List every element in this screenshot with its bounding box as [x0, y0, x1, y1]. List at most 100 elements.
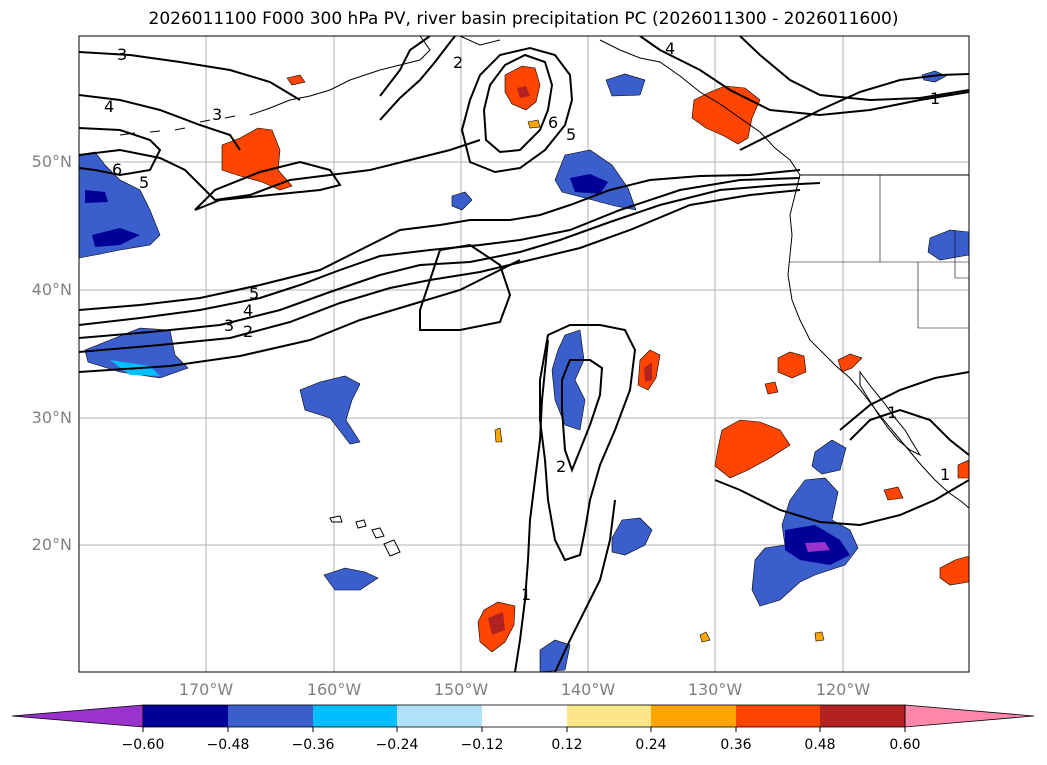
pv-contour-loop-central — [419, 243, 512, 331]
neg-blob-mid-south — [611, 517, 653, 556]
lon-label: 150°W — [433, 680, 489, 699]
pv-contour-1-south — [514, 339, 616, 672]
colorbar — [11, 704, 1035, 732]
positive-precip-areas — [221, 65, 969, 653]
colorbar-tick-label: 0.60 — [889, 737, 921, 753]
neg-blob-142w-column — [551, 329, 586, 431]
colorbar-tick-label: 0.12 — [551, 737, 583, 753]
contour-label: 6 — [548, 113, 558, 132]
pos-blob-123w — [777, 351, 807, 379]
pos-blob-east-small — [883, 486, 904, 501]
pos-blob-coast-baja — [837, 353, 863, 373]
pv-contour-jet-1 — [79, 259, 521, 373]
pv-contour-4-west — [79, 94, 241, 151]
map-title: 2026011100 F000 300 hPa PV, river basin … — [148, 9, 899, 29]
contour-label: 1 — [930, 89, 940, 108]
colorbar-segment — [228, 705, 313, 727]
lon-label: 170°W — [178, 680, 234, 699]
pos-blob-150w-tiny — [494, 427, 503, 443]
colorbar-segment — [143, 705, 228, 727]
coast-north-america — [787, 174, 969, 509]
neg-blob-west-core — [85, 190, 140, 247]
coast-alaska-peninsula — [249, 36, 501, 116]
pv-contour-jet-4 — [79, 177, 801, 326]
pv-contour-1-se-loop — [849, 408, 969, 456]
colorbar-extend-high — [904, 704, 1035, 728]
colorbar-extend-low — [11, 704, 144, 728]
contour-label: 3 — [224, 316, 234, 335]
contour-label: 2 — [453, 53, 463, 72]
colorbar-ticks — [142, 727, 906, 732]
neg-blob-small-150w — [451, 191, 473, 211]
pv-contour-1-ne — [739, 73, 969, 151]
lat-label: 20°N — [31, 535, 72, 554]
neg-blob-west — [79, 151, 161, 259]
pv-contour-3-west — [79, 51, 301, 101]
contour-label: 5 — [249, 284, 259, 303]
colorbar-tick-label: 0.36 — [720, 737, 752, 753]
pos-blob-128w — [714, 419, 791, 479]
pv-contour-2-south-inner — [561, 359, 604, 473]
colorbar-segment — [397, 705, 482, 727]
colorbar-tick-label: 0.24 — [635, 737, 667, 753]
pv-contour-2-south — [539, 324, 637, 562]
coastlines — [119, 36, 969, 557]
pv-contour-4-north — [379, 36, 969, 117]
lat-label: 50°N — [31, 152, 72, 171]
pos-blob-136w-core — [644, 362, 652, 382]
contour-label: 4 — [104, 97, 114, 116]
neg-blob-far-east — [927, 229, 969, 261]
lat-label: 40°N — [31, 280, 72, 299]
contour-label: 4 — [243, 301, 253, 320]
colorbar-segment — [567, 705, 651, 727]
pv-contour-6-north — [482, 53, 554, 154]
state-borders — [790, 175, 969, 329]
neg-blob-140w-north-core — [570, 174, 608, 194]
pv-contour-1-north — [739, 36, 969, 102]
pos-blob-146w-south-core — [488, 612, 505, 635]
negative-precip-areas — [79, 70, 969, 672]
neg-blob-north-small — [605, 73, 646, 97]
pos-blob-small-770 — [764, 381, 779, 395]
pv-contour-2-north — [379, 36, 456, 121]
pos-blob-coast-alaska — [691, 85, 761, 145]
contour-label: 6 — [112, 160, 122, 179]
colorbar-segment — [313, 705, 397, 727]
pos-blob-north-small — [286, 74, 306, 86]
colorbar-tick-label: −0.60 — [121, 737, 165, 753]
coast-alaska-panhandle — [599, 39, 801, 176]
pv-contour-jet-5 — [79, 169, 801, 311]
neg-blob-lower-south — [539, 639, 571, 672]
contour-label: 1 — [521, 585, 531, 604]
contour-label: 3 — [117, 45, 127, 64]
map-content: 3 4 6 5 3 2 6 5 4 1 5 4 3 2 2 1 1 1 — [79, 36, 969, 672]
pos-blob-far-se — [939, 555, 969, 586]
colorbar-tick-label: −0.24 — [375, 737, 419, 753]
pv-contour-5-north — [460, 46, 574, 174]
contour-label: 2 — [243, 322, 253, 341]
contour-labels: 3 4 6 5 3 2 6 5 4 1 5 4 3 2 2 1 1 1 — [104, 39, 950, 604]
lon-label: 130°W — [687, 680, 743, 699]
pv-contour-5-west — [79, 139, 481, 202]
contour-label: 5 — [566, 125, 576, 144]
pos-blob-small-528 — [527, 119, 541, 129]
colorbar-tick-label: −0.12 — [460, 737, 504, 753]
pos-blob-nw — [221, 127, 293, 191]
map-frame — [78, 35, 970, 673]
pv-contours — [79, 36, 969, 672]
neg-blob-central — [299, 375, 361, 445]
graticule — [79, 36, 969, 672]
contour-label: 2 — [556, 457, 566, 476]
neg-blob-hawaii-south — [323, 567, 379, 591]
pos-blob-148w-core — [517, 86, 530, 98]
pv-contour-loop-north-west — [194, 160, 342, 211]
colorbar-segment — [482, 705, 567, 727]
neg-blob-southeast-purple — [805, 542, 830, 552]
colorbar-tick-label: −0.48 — [206, 737, 250, 753]
colorbar-segment — [736, 705, 820, 727]
neg-blob-east-small — [811, 439, 847, 475]
lat-label: 30°N — [31, 408, 72, 427]
lon-label: 160°W — [306, 680, 362, 699]
contour-label: 1 — [887, 403, 897, 422]
